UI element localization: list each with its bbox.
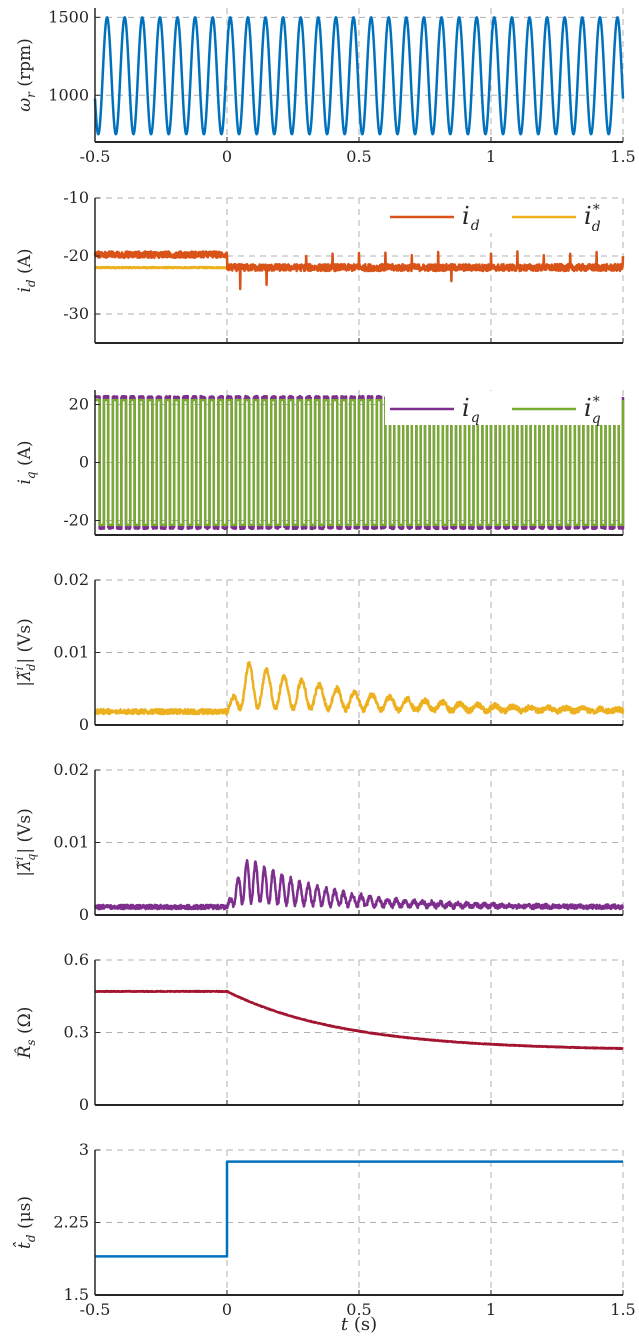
legend-entry: id (462, 202, 480, 234)
panel-iq: -20 0 20 iq (A) iq i* q (15, 390, 625, 536)
series-line-omega-0 (93, 16, 625, 136)
series-line-iq-1 (94, 398, 625, 527)
series-line-td-0 (94, 1160, 624, 1258)
x-axis-label: t (s) (341, 1314, 377, 1335)
x-tick-label: 0.5 (346, 147, 371, 166)
y-tick-label: -10 (63, 188, 89, 207)
y-tick-label: 0 (79, 905, 89, 924)
y-tick-label: 0.3 (64, 1023, 89, 1042)
panel-lambda_d: 0 0.01 0.02 |λ̃id| (Vs) (13, 570, 625, 734)
y-tick-label: 0.02 (53, 760, 89, 779)
y-tick-label: 20 (69, 395, 89, 414)
series-line-lambda_q-0 (93, 859, 624, 911)
y-tick-label: 0.6 (64, 950, 89, 969)
series-line-id-1 (93, 250, 625, 291)
x-tick-label: 1 (486, 147, 496, 166)
x-tick-label: 0 (222, 1300, 232, 1319)
x-tick-label: 0.5 (346, 1300, 371, 1319)
panel-omega: -0.5 0 0.5 1 1.5 1000 1500 ωr (rpm) (15, 7, 636, 166)
y-tick-label: 1500 (48, 7, 89, 26)
panel-td: -0.5 0 0.5 1 1.5 1.5 2.25 3 t̂d (μs) (13, 1140, 635, 1319)
y-axis-label: id (A) (15, 248, 38, 292)
legend-entry: i* d (584, 202, 601, 235)
y-axis-label: t̂d (μs) (13, 1196, 38, 1249)
y-axis-label: ωr (rpm) (15, 38, 38, 111)
y-tick-label: -20 (63, 511, 89, 530)
y-axis-label: R̂s (Ω) (15, 1007, 38, 1060)
x-tick-label: -0.5 (80, 147, 111, 166)
y-tick-label: 1.5 (64, 1285, 89, 1304)
legend-id: id i* d (385, 199, 621, 235)
y-tick-label: 0.02 (53, 570, 89, 589)
y-tick-label: 0 (79, 715, 89, 734)
y-tick-label: 1000 (48, 85, 89, 104)
y-axis-label: |λ̃id| (Vs) (13, 618, 38, 687)
legend-entry: i* q (584, 394, 601, 427)
y-tick-label: 0.01 (53, 833, 89, 852)
y-tick-label: 2.25 (53, 1213, 89, 1232)
y-tick-label: -30 (63, 304, 89, 323)
x-tick-label: 1.5 (610, 147, 635, 166)
panel-Rs: 0 0.3 0.6 R̂s (Ω) (15, 950, 624, 1114)
panel-lambda_q: 0 0.01 0.02 |λ̃iq| (Vs) (13, 760, 624, 924)
legend-iq: iq i* q (385, 391, 621, 427)
y-tick-label: 0 (79, 453, 89, 472)
x-tick-label: -0.5 (80, 1300, 111, 1319)
y-tick-label: -20 (63, 246, 89, 265)
y-axis-label: |λ̃iq| (Vs) (13, 808, 38, 877)
series-line-lambda_d-0 (94, 660, 625, 716)
x-tick-label: 1.5 (610, 1300, 635, 1319)
y-tick-label: 0.01 (53, 643, 89, 662)
y-tick-label: 0 (79, 1095, 89, 1114)
panel-id: -30 -20 -10 id (A) id i* d (15, 188, 625, 344)
x-tick-label: 1 (486, 1300, 496, 1319)
legend-entry: iq (462, 394, 480, 426)
y-axis-label: iq (A) (15, 440, 38, 484)
series-line-Rs-0 (93, 989, 624, 1051)
x-tick-label: 0 (222, 147, 232, 166)
y-tick-label: 3 (79, 1140, 89, 1159)
